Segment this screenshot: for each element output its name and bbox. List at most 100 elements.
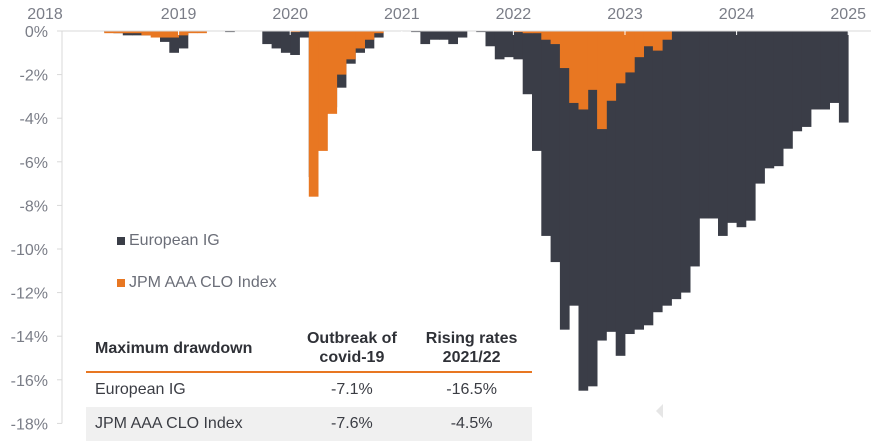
legend-swatch-jpm-aaa-clo <box>117 279 125 287</box>
bar-european-ig <box>745 31 756 221</box>
bar-european-ig <box>429 31 440 40</box>
bar-jpm-aaa-clo <box>550 31 561 45</box>
bar-european-ig <box>811 31 821 110</box>
bar-european-ig <box>485 31 496 47</box>
bar-european-ig <box>457 31 468 38</box>
bar-jpm-aaa-clo <box>104 31 114 34</box>
header-rates-line-2: 2021/22 <box>442 349 501 366</box>
bar-european-ig <box>559 31 570 330</box>
rates-value: -16.5% <box>446 381 497 398</box>
bar-european-ig <box>587 31 598 387</box>
bar-jpm-aaa-clo <box>169 31 179 38</box>
y-tick-label: -10% <box>11 242 48 259</box>
x-tick-label: 2021 <box>384 6 420 23</box>
bar-european-ig <box>634 31 644 330</box>
bar-european-ig <box>662 31 672 306</box>
x-tick-label: 2024 <box>719 6 755 23</box>
bar-european-ig <box>597 31 607 341</box>
bar-european-ig <box>764 31 775 169</box>
bar-jpm-aaa-clo <box>318 31 328 151</box>
bar-european-ig <box>773 31 784 167</box>
bar-jpm-aaa-clo <box>178 31 189 36</box>
bar-jpm-aaa-clo <box>587 31 598 90</box>
bar-european-ig <box>652 31 663 313</box>
bar-european-ig <box>225 31 235 33</box>
y-tick-label: -2% <box>20 68 48 85</box>
bar-jpm-aaa-clo <box>141 31 152 36</box>
bar-jpm-aaa-clo <box>364 31 375 40</box>
x-tick-label: 2018 <box>27 6 63 23</box>
legend-item-jpm-aaa-clo: JPM AAA CLO Index <box>117 274 277 292</box>
bar-jpm-aaa-clo <box>122 31 133 34</box>
covid-value: -7.1% <box>330 381 373 398</box>
y-tick-label: -16% <box>11 373 48 390</box>
bar-european-ig <box>299 31 310 38</box>
bar-european-ig <box>280 31 291 53</box>
bar-european-ig <box>569 31 579 306</box>
bar-european-ig <box>513 31 524 60</box>
legend-label-european-ig: European IG <box>129 232 220 249</box>
bar-european-ig <box>550 31 561 263</box>
bar-jpm-aaa-clo <box>615 31 626 84</box>
y-tick-label: -4% <box>20 111 48 128</box>
bar-european-ig <box>792 31 803 132</box>
bar-european-ig <box>504 31 514 58</box>
bar-european-ig <box>829 31 840 103</box>
bar-european-ig <box>727 31 737 223</box>
bar-jpm-aaa-clo <box>522 31 533 34</box>
x-tick-label: 2023 <box>607 6 643 23</box>
bar-jpm-aaa-clo <box>541 31 551 40</box>
bar-european-ig <box>783 31 793 149</box>
bar-jpm-aaa-clo <box>373 31 384 34</box>
bar-jpm-aaa-clo <box>308 31 319 197</box>
y-tick-label: 0% <box>25 24 48 41</box>
bar-european-ig <box>615 31 626 356</box>
y-tick-label: -6% <box>20 155 48 172</box>
bar-european-ig <box>271 31 282 49</box>
bar-european-ig <box>169 31 179 53</box>
x-tick-label: 2019 <box>161 6 197 23</box>
bar-jpm-aaa-clo <box>355 31 365 49</box>
header-maximum-drawdown: Maximum drawdown <box>95 339 253 357</box>
bar-european-ig <box>494 31 505 60</box>
bar-european-ig <box>801 31 812 127</box>
bar-european-ig <box>439 31 449 40</box>
bar-european-ig <box>690 31 700 267</box>
legend-item-european-ig: European IG <box>117 232 220 250</box>
bar-european-ig <box>373 31 384 38</box>
row-label: European IG <box>95 381 186 398</box>
bar-jpm-aaa-clo <box>559 31 570 69</box>
bar-european-ig <box>680 31 691 293</box>
bar-european-ig <box>718 31 728 236</box>
y-axis: 0% -2% -4% -6% -8% -10% -12% -14% -16% -18% <box>11 24 62 433</box>
rates-value: -4.5% <box>411 407 532 441</box>
bar-jpm-aaa-clo <box>643 31 654 47</box>
max-drawdown-table: Maximum drawdown Outbreak of covid-19 Ri… <box>86 327 532 441</box>
bar-european-ig <box>643 31 654 326</box>
header-covid-line-1: Outbreak of <box>306 330 397 347</box>
bar-jpm-aaa-clo <box>578 31 589 110</box>
scroll-left-arrow-icon[interactable] <box>656 404 663 418</box>
bar-european-ig <box>606 31 617 332</box>
bar-jpm-aaa-clo <box>346 31 356 60</box>
header-rates-line-1: Rising rates <box>425 330 518 347</box>
covid-value: -7.6% <box>292 407 412 441</box>
bar-jpm-aaa-clo <box>113 31 124 34</box>
bar-european-ig <box>708 31 719 219</box>
bar-jpm-aaa-clo <box>606 31 617 101</box>
bar-european-ig <box>671 31 682 300</box>
bar-jpm-aaa-clo <box>569 31 579 103</box>
bar-jpm-aaa-clo <box>532 31 542 34</box>
bar-european-ig <box>532 31 542 151</box>
legend-swatch-european-ig <box>117 237 125 245</box>
y-tick-label: -18% <box>11 416 48 433</box>
y-tick-label: -12% <box>11 286 48 303</box>
bar-european-ig <box>290 31 300 55</box>
header-rising-rates: Rising rates 2021/22 <box>411 327 532 372</box>
x-tick-label: 2025 <box>830 6 866 23</box>
table-row: European IG -7.1% -16.5% <box>86 372 532 407</box>
bar-jpm-aaa-clo <box>625 31 635 73</box>
bar-jpm-aaa-clo <box>336 31 347 75</box>
header-covid-line-2: covid-19 <box>319 349 385 366</box>
